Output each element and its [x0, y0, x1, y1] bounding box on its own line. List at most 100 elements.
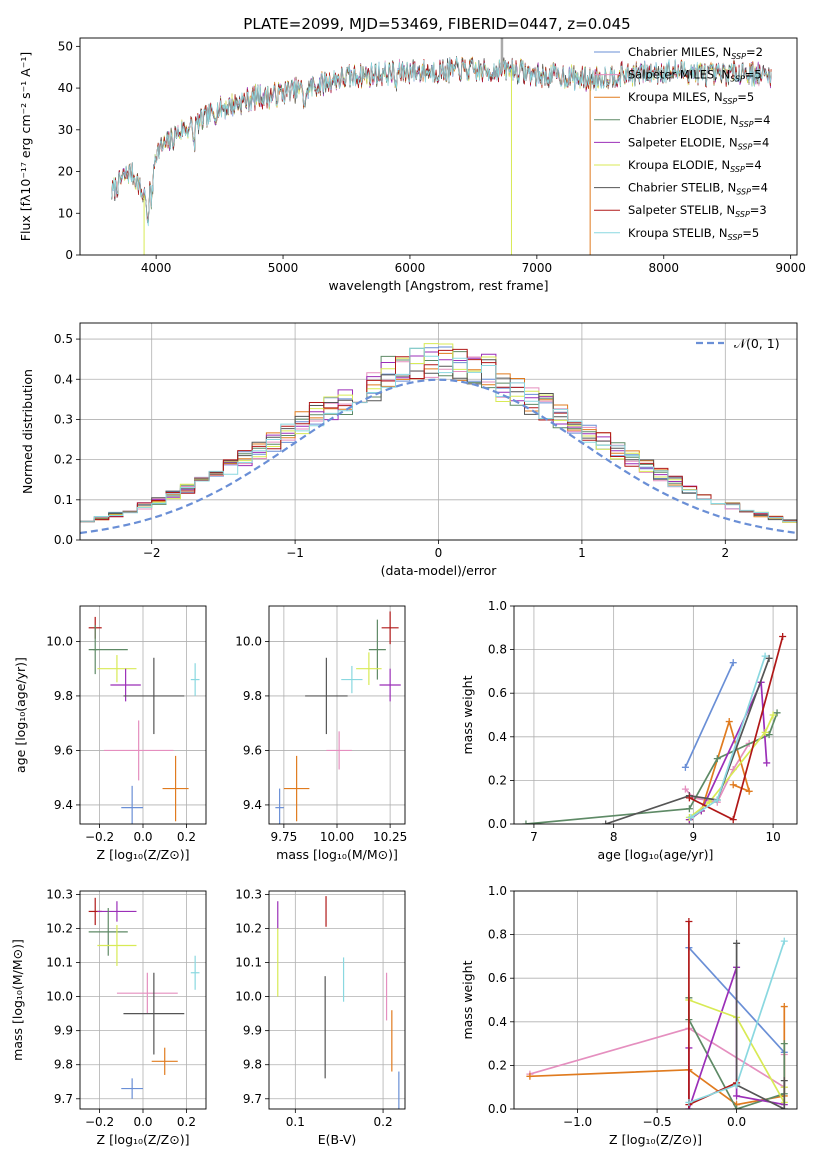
- legend-subscript: SSP: [723, 97, 738, 106]
- errorbar-point: [190, 663, 200, 696]
- series-marker: [769, 711, 777, 719]
- y-tick-label: 0: [65, 248, 73, 262]
- y-tick-label: 9.7: [54, 1092, 73, 1106]
- series-marker: [729, 816, 737, 824]
- series-marker: [725, 718, 733, 726]
- x-axis-label: (data-model)/error: [381, 563, 498, 578]
- series-marker: [745, 787, 753, 795]
- y-tick-label: 40: [58, 81, 73, 95]
- y-tick-label: 10.3: [46, 887, 73, 901]
- y-tick-label: 0.6: [488, 686, 507, 700]
- legend-suffix: =2: [746, 45, 763, 59]
- y-tick-label: 9.8: [243, 1058, 262, 1072]
- x-tick-label: −0.2: [85, 1115, 114, 1129]
- axes-spectrum: 4000 5000 6000 7000 8000 9000 0 10 20 30 40 50 wavel…: [18, 37, 806, 293]
- y-tick-label: 9.8: [54, 689, 73, 703]
- errorbar-point: [97, 655, 137, 683]
- axes-frame: [513, 605, 798, 825]
- legend-subscript: SSP: [735, 210, 750, 219]
- y-tick-label: 10.0: [235, 634, 262, 648]
- axes-frame: [79, 322, 798, 541]
- y-tick-label: 50: [58, 39, 73, 53]
- series-chabrier-stelib: [733, 939, 788, 1109]
- series-marker: [763, 759, 771, 767]
- y-tick-label: 0.2: [488, 773, 507, 787]
- legend-label: Salpeter STELIB, N: [628, 203, 735, 217]
- x-tick-label: −0.2: [85, 830, 114, 844]
- legend-label: Salpeter MILES, N: [628, 68, 730, 82]
- y-tick-label: 0.1: [54, 493, 73, 507]
- series-marker: [780, 937, 788, 945]
- legend-suffix: =5: [742, 226, 759, 240]
- series-marker: [780, 1040, 788, 1048]
- x-axis-label: Z [log₁₀(Z/Z⊙)]: [97, 847, 190, 862]
- x-axis-label: wavelength [Angstrom, rest frame]: [328, 278, 548, 293]
- x-tick-label: 0.2: [177, 830, 196, 844]
- legend-entry: Chabrier ELODIE, NSSP=4: [628, 113, 770, 129]
- normal-reference-curve: [80, 378, 797, 535]
- y-tick-label: 10.0: [46, 990, 73, 1004]
- y-tick-label: 0.6: [488, 971, 507, 985]
- y-tick-label: 10.1: [46, 956, 73, 970]
- x-tick-label: −2: [143, 546, 161, 560]
- y-tick-label: 9.9: [243, 1024, 262, 1038]
- series-marker: [765, 654, 773, 662]
- y-tick-label: 10.3: [235, 887, 262, 901]
- legend-suffix: =4: [752, 135, 769, 149]
- series-line: [684, 662, 734, 768]
- legend-label: Salpeter ELODIE, N: [628, 135, 738, 149]
- series-marker: [780, 1003, 788, 1011]
- x-tick-label: 8: [610, 830, 618, 844]
- y-axis-label: age [log₁₀(age/yr)]: [13, 657, 28, 773]
- series-marker: [761, 728, 769, 736]
- errorbar-point: [97, 901, 137, 922]
- legend-subscript: SSP: [730, 75, 745, 84]
- series-marker: [685, 794, 693, 802]
- series-marker: [765, 731, 773, 739]
- y-tick-label: 20: [58, 165, 73, 179]
- plot-area-spectrum: [111, 38, 772, 255]
- x-axis-label: mass [log₁₀(M/M⊙)]: [276, 847, 398, 862]
- x-axis-label: Z [log₁₀(Z/Z⊙)]: [609, 1132, 702, 1147]
- x-tick-label: 8000: [648, 261, 679, 275]
- axes-frame: [79, 605, 207, 825]
- series-marker: [779, 633, 787, 641]
- y-tick-label: 9.4: [54, 798, 73, 812]
- x-tick-label: 0.1: [286, 1115, 305, 1129]
- plot-area-weight_vs_Z: [526, 918, 788, 1109]
- y-tick-label: 1.0: [488, 884, 507, 898]
- y-tick-label: 0.3: [54, 412, 73, 426]
- y-tick-label: 10.2: [46, 921, 73, 935]
- series-marker: [761, 652, 769, 660]
- x-tick-label: 0.0: [727, 1115, 746, 1129]
- errorbar-point: [121, 785, 143, 824]
- x-tick-label: 10.00: [320, 830, 354, 844]
- x-tick-label: 0.2: [177, 1115, 196, 1129]
- series-marker: [729, 781, 737, 789]
- y-axis-label: Flux [fλ10⁻¹⁷ erg cm⁻² s⁻¹ A⁻¹]: [18, 52, 33, 241]
- y-tick-label: 10.2: [235, 921, 262, 935]
- series-chabrier-stelib: [602, 654, 773, 824]
- y-tick-label: 1.0: [488, 599, 507, 613]
- legend-label: Kroupa ELODIE, N: [628, 158, 730, 172]
- x-tick-label: 6000: [395, 261, 426, 275]
- x-axis-label: E(B-V): [318, 1132, 357, 1147]
- x-tick-label: −1: [286, 546, 304, 560]
- axes-mass_vs_ebv: 0.1 0.2 9.7 9.8 9.9 10.0 10.1 10.2 10.3 E(B-V): [235, 887, 406, 1147]
- series-line: [605, 658, 770, 824]
- legend-subscript: SSP: [736, 188, 751, 197]
- series-marker: [526, 1072, 534, 1080]
- series-marker: [780, 1077, 788, 1085]
- figure-title: PLATE=2099, MJD=53469, FIBERID=0447, z=0…: [243, 15, 630, 33]
- errorbar-point: [151, 1047, 178, 1075]
- x-tick-label: 0.0: [133, 1115, 152, 1129]
- errorbar-point: [275, 788, 284, 824]
- series-chabrier-miles: [681, 659, 737, 771]
- y-tick-label: 9.9: [54, 1024, 73, 1038]
- axes-frame: [268, 890, 406, 1110]
- legend-entry: Kroupa STELIB, NSSP=5: [628, 226, 759, 242]
- errorbar-point: [341, 665, 363, 694]
- legend-entry: 𝒩(0, 1): [734, 336, 780, 351]
- x-tick-label: 7000: [522, 261, 553, 275]
